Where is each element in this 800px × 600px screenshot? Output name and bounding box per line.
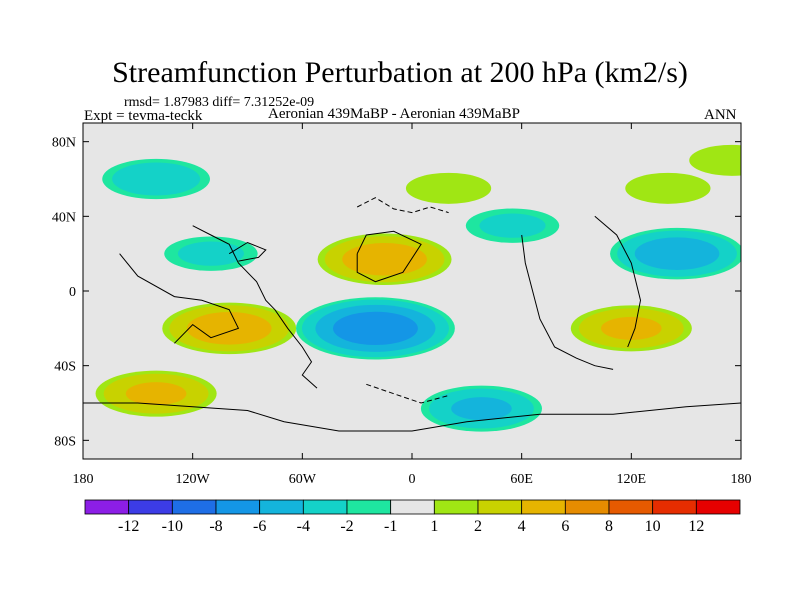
coast-eastern-margin	[521, 234, 614, 370]
colorbar-swatch-4	[259, 499, 304, 515]
colorbar-swatch-2	[171, 499, 217, 515]
colorbar-label-3: -6	[253, 518, 266, 535]
x-tick-label-6: 180	[731, 472, 752, 487]
x-tick-label-4: 60E	[510, 472, 533, 487]
field-contour-4-level-4	[342, 242, 427, 276]
coast-northern-arc	[356, 197, 449, 214]
field-contour-12-level-1	[689, 144, 741, 176]
x-axis: 180 120W 60W 0 60E 120E 180	[73, 123, 752, 487]
plot-title: Streamfunction Perturbation at 200 hPa (…	[112, 56, 688, 89]
coast-southern-isles	[366, 383, 449, 404]
colorbar-swatch-1	[128, 499, 173, 515]
colorbar-label-10: 6	[561, 518, 569, 535]
y-tick-label-3: 40S	[54, 360, 76, 375]
comparison-subtitle: Aeronian 439MaBP - Aeronian 439MaBP	[268, 106, 520, 122]
rmsd-diff-stats: rmsd= 1.87983 diff= 7.31252e-09	[124, 95, 315, 110]
field-contour-5-level--6	[332, 311, 418, 345]
colorbar-swatch-7	[390, 499, 435, 515]
coastlines	[83, 197, 741, 432]
coast-southern-margin	[83, 402, 741, 432]
y-axis: 80N 40N 0 40S 80S	[52, 136, 741, 449]
coast-west-landmass	[119, 253, 240, 344]
colorbar-swatch-9	[477, 499, 523, 515]
coast-north-landmass	[192, 225, 318, 389]
colorbar-label-12: 10	[645, 518, 661, 535]
colorbar-swatch-8	[433, 499, 479, 515]
field-contour-2-level-4	[186, 312, 272, 345]
y-tick-label-4: 80S	[54, 434, 76, 449]
field-contour-11-level-1	[625, 172, 711, 204]
colorbar-label-0: -12	[118, 518, 139, 535]
colorbar-label-5: -2	[340, 518, 353, 535]
season-label: ANN	[704, 107, 737, 123]
field-contours	[95, 144, 741, 432]
colorbar-label-2: -8	[209, 518, 222, 535]
x-tick-label-1: 120W	[176, 472, 211, 487]
field-contour-3-level-4	[125, 382, 187, 406]
colorbar-swatch-0	[84, 499, 130, 515]
coast-central-isle	[356, 230, 422, 283]
colorbar-swatch-5	[302, 499, 348, 515]
coast-far-east	[594, 215, 642, 348]
colorbar-label-7: 1	[430, 518, 438, 535]
experiment-label: Expt = tevma-teckk	[84, 108, 203, 124]
colorbar-label-8: 2	[474, 518, 482, 535]
x-tick-label-0: 180	[73, 472, 94, 487]
colorbar-swatch-6	[346, 499, 392, 515]
coast-north-patch	[228, 241, 267, 262]
field-contour-7-level--4	[451, 397, 512, 421]
colorbar-swatch-12	[608, 499, 654, 515]
field-contour-8-level--2	[479, 213, 546, 238]
colorbar-swatch-3	[215, 499, 261, 515]
y-tick-label-2: 0	[69, 285, 76, 300]
colorbar: -12 -10 -8 -6 -4 -2 -1 1 2 4 6 8 10 12	[84, 499, 741, 535]
x-tick-label-5: 120E	[617, 472, 647, 487]
y-tick-label-1: 40N	[52, 210, 76, 225]
field-contour-9-level--4	[634, 237, 720, 270]
field-contour-1-level--2	[177, 241, 244, 266]
y-tick-label-0: 80N	[52, 136, 76, 151]
x-tick-label-3: 0	[409, 472, 416, 487]
colorbar-label-4: -4	[297, 518, 310, 535]
colorbar-label-6: -1	[384, 518, 397, 535]
colorbar-swatch-13	[652, 499, 697, 515]
colorbar-swatch-14	[695, 499, 741, 515]
colorbar-swatch-11	[564, 499, 610, 515]
colorbar-label-11: 8	[605, 518, 613, 535]
field-contour-0-level--2	[112, 162, 201, 196]
colorbar-swatch-10	[521, 499, 566, 515]
x-tick-label-2: 60W	[289, 472, 317, 487]
colorbar-label-13: 12	[688, 518, 704, 535]
field-contour-6-level-1	[405, 172, 492, 204]
colorbar-label-1: -10	[162, 518, 183, 535]
field-contour-10-level-4	[601, 316, 662, 340]
colorbar-label-9: 4	[518, 518, 526, 535]
